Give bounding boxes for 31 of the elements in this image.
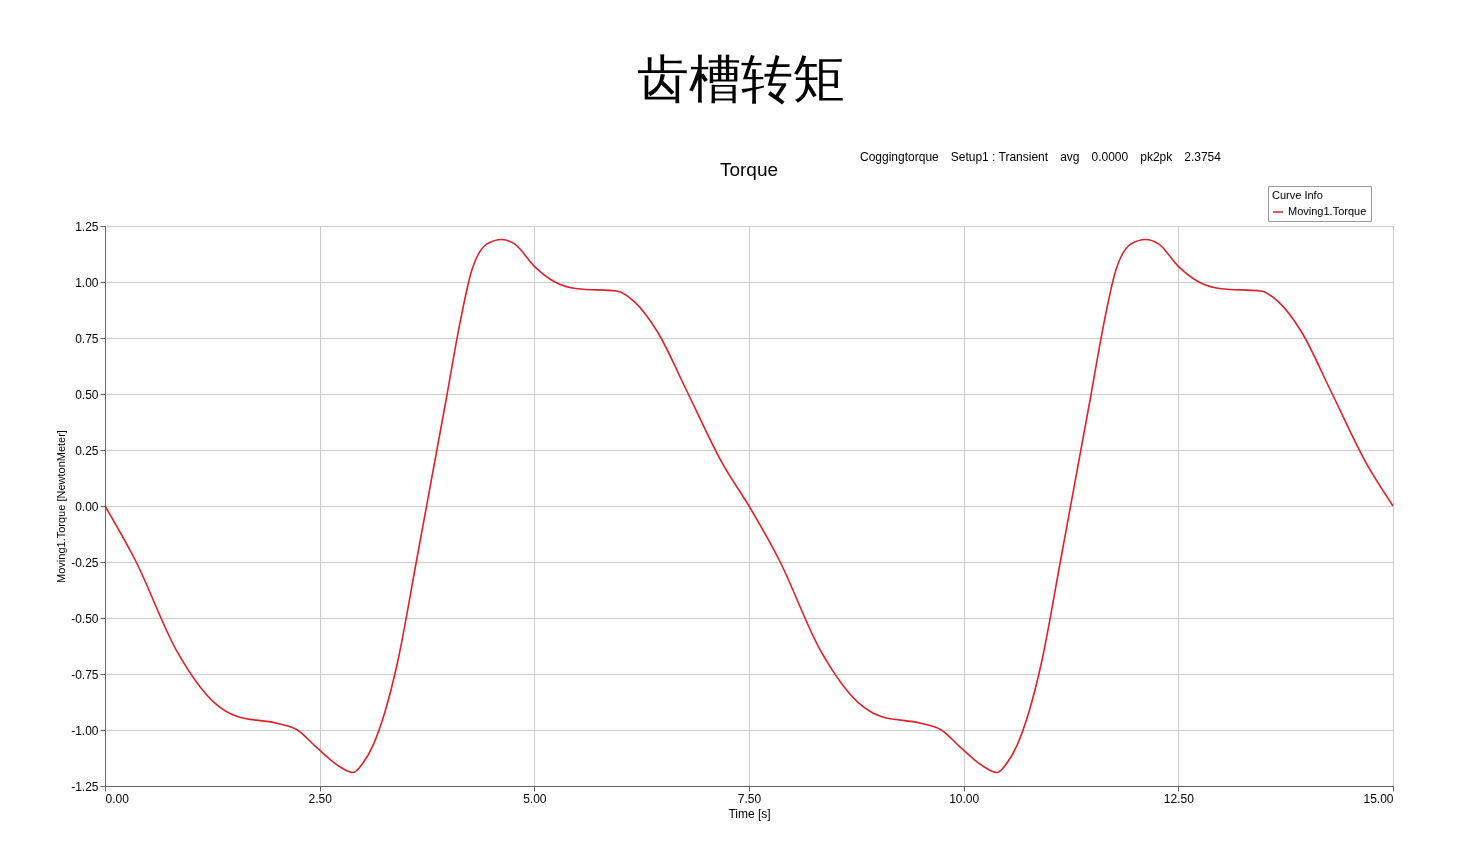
line-series (104, 238, 1394, 774)
text: Coggingtorque (860, 150, 939, 164)
x-tick-label: 2.50 (308, 791, 333, 806)
text: 0.0000 (1091, 150, 1129, 164)
y-tick-label: 0.00 (75, 499, 99, 514)
text: avg (1060, 150, 1080, 164)
text: Setup1 : Transient (950, 150, 1049, 164)
y-tick-label: -0.25 (71, 555, 99, 570)
legend-title: Curve Info (1272, 189, 1323, 201)
y-tick-label: 1.25 (75, 219, 99, 234)
text: 2.3754 (1184, 150, 1221, 164)
y-tick-label: -1.00 (71, 723, 99, 738)
chart-title: 齿槽转矩 (636, 48, 846, 111)
text: pk2pk (1140, 150, 1173, 164)
x-tick-label: 15.00 (1363, 791, 1394, 806)
x-tick-label: 5.00 (523, 791, 547, 806)
x-tick-label: 7.50 (737, 791, 762, 806)
x-tick-label: 12.50 (1163, 791, 1195, 806)
y-tick-label: -1.25 (71, 779, 99, 794)
x-tick-label: 10.00 (949, 791, 980, 806)
y-tick-label: -0.50 (71, 611, 99, 626)
chart-subtitle: Torque (719, 158, 779, 180)
y-tick-label: 1.00 (75, 275, 99, 290)
y-tick-label: -0.75 (71, 667, 99, 682)
y-tick-label: 0.75 (75, 331, 99, 346)
y-tick-label: 0.50 (75, 387, 99, 402)
y-tick-label: 0.25 (75, 443, 99, 458)
legend-label: Moving1.Torque (1288, 205, 1367, 217)
x-tick-label: 0.00 (105, 791, 130, 806)
x-axis-title: Time [s] (728, 806, 771, 821)
y-axis-title: Moving1.Torque [NewtonMeter] (55, 430, 68, 583)
